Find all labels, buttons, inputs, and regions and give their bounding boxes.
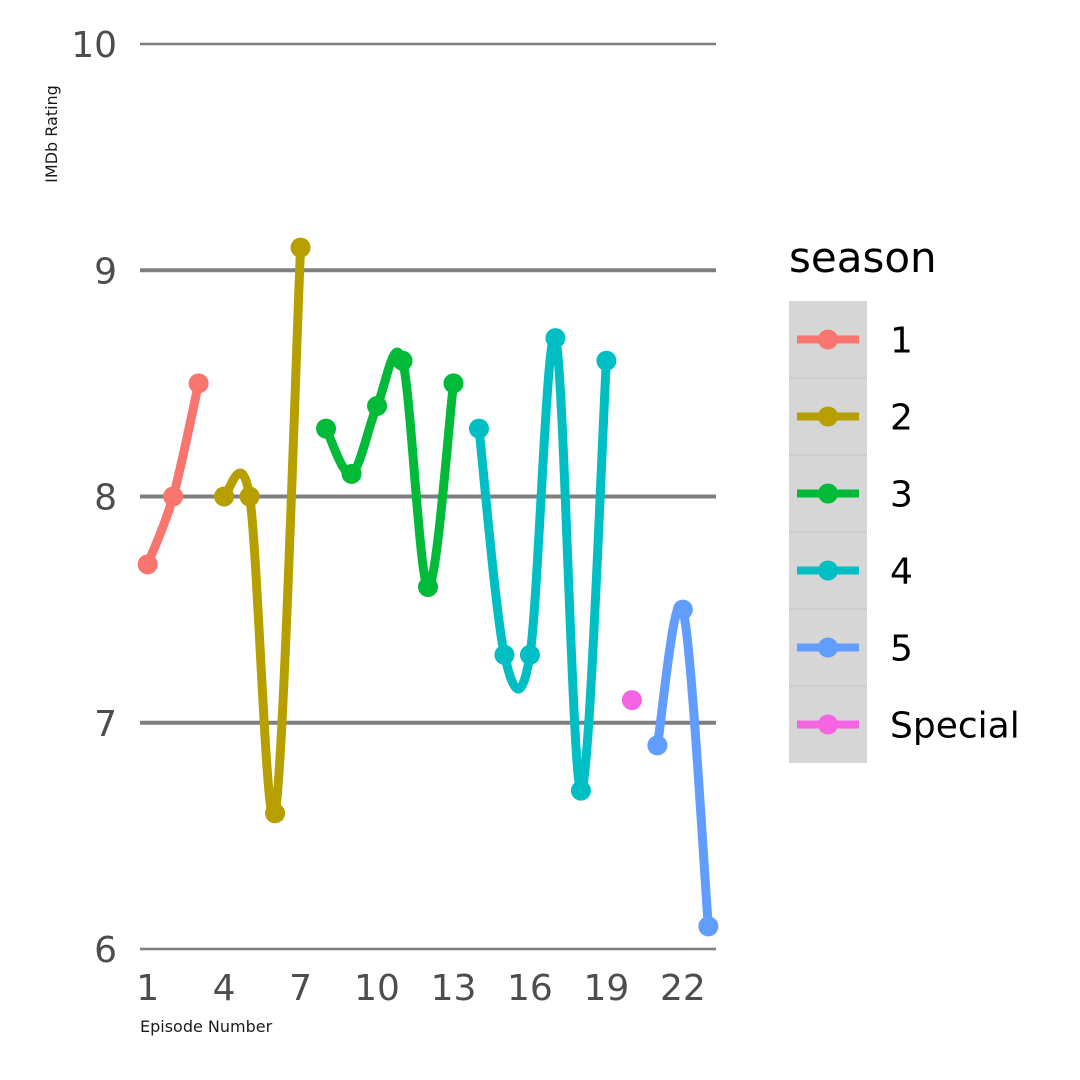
data-point — [214, 486, 235, 507]
x-tick-label: 13 — [431, 968, 477, 1009]
y-tick-label: 9 — [94, 251, 117, 292]
data-point — [418, 577, 438, 597]
legend-label: 5 — [890, 629, 913, 670]
data-point — [316, 418, 337, 439]
data-point — [672, 599, 693, 620]
legend-label: Special — [890, 706, 1020, 747]
legend-key-point — [818, 637, 838, 658]
data-point — [443, 373, 464, 394]
data-point — [519, 644, 540, 665]
series-line-5 — [652, 601, 713, 931]
legend-label: 2 — [890, 398, 913, 439]
grid-lines — [140, 42, 716, 951]
legend-key-point — [818, 329, 838, 350]
data-point — [341, 463, 362, 484]
x-axis-ticks: 1 4 7 10 13 16 19 22 — [136, 968, 706, 1009]
y-tick-label: 8 — [94, 478, 117, 519]
legend-label: 1 — [890, 321, 913, 362]
x-tick-label: 19 — [584, 968, 630, 1009]
x-tick-label: 22 — [660, 968, 706, 1009]
x-axis-title: Episode Number — [140, 1017, 273, 1036]
data-point — [468, 418, 489, 439]
data-point — [545, 328, 566, 349]
y-axis-ticks: 6 7 8 9 10 — [71, 25, 117, 971]
data-point — [570, 780, 591, 801]
x-tick-label: 16 — [507, 968, 553, 1009]
y-axis-title: IMDb Rating — [42, 85, 61, 183]
legend-items: 1 2 3 4 5 Special — [789, 321, 1020, 747]
data-point — [163, 486, 184, 507]
data-point — [392, 350, 413, 371]
y-tick-label: 6 — [94, 930, 117, 971]
data-point — [621, 690, 642, 711]
x-tick-label: 4 — [213, 968, 236, 1009]
y-tick-label: 7 — [94, 704, 117, 745]
data-point — [647, 735, 668, 756]
x-tick-label: 7 — [289, 968, 312, 1009]
data-point — [290, 237, 311, 258]
data-point — [367, 396, 388, 416]
data-point — [137, 554, 158, 575]
legend-label: 4 — [890, 552, 913, 593]
legend-key-point — [818, 406, 838, 427]
x-tick-label: 10 — [354, 968, 400, 1009]
legend-label: 3 — [890, 475, 913, 516]
legend-key-point — [818, 560, 838, 581]
data-point — [239, 486, 260, 507]
series-line-2 — [219, 243, 306, 822]
legend-key-point — [818, 483, 838, 504]
data-point — [188, 373, 209, 394]
data-point — [698, 916, 719, 937]
x-tick-label: 1 — [136, 968, 159, 1009]
data-point — [265, 803, 286, 824]
legend-title: season — [789, 233, 937, 282]
data-point — [596, 350, 617, 371]
series-line-1 — [143, 378, 204, 569]
y-tick-label: 10 — [71, 25, 117, 66]
data-points — [137, 237, 719, 937]
data-point — [494, 644, 515, 665]
legend: season 1 2 3 4 5 Special — [789, 233, 1020, 763]
legend-key-point — [818, 714, 838, 735]
